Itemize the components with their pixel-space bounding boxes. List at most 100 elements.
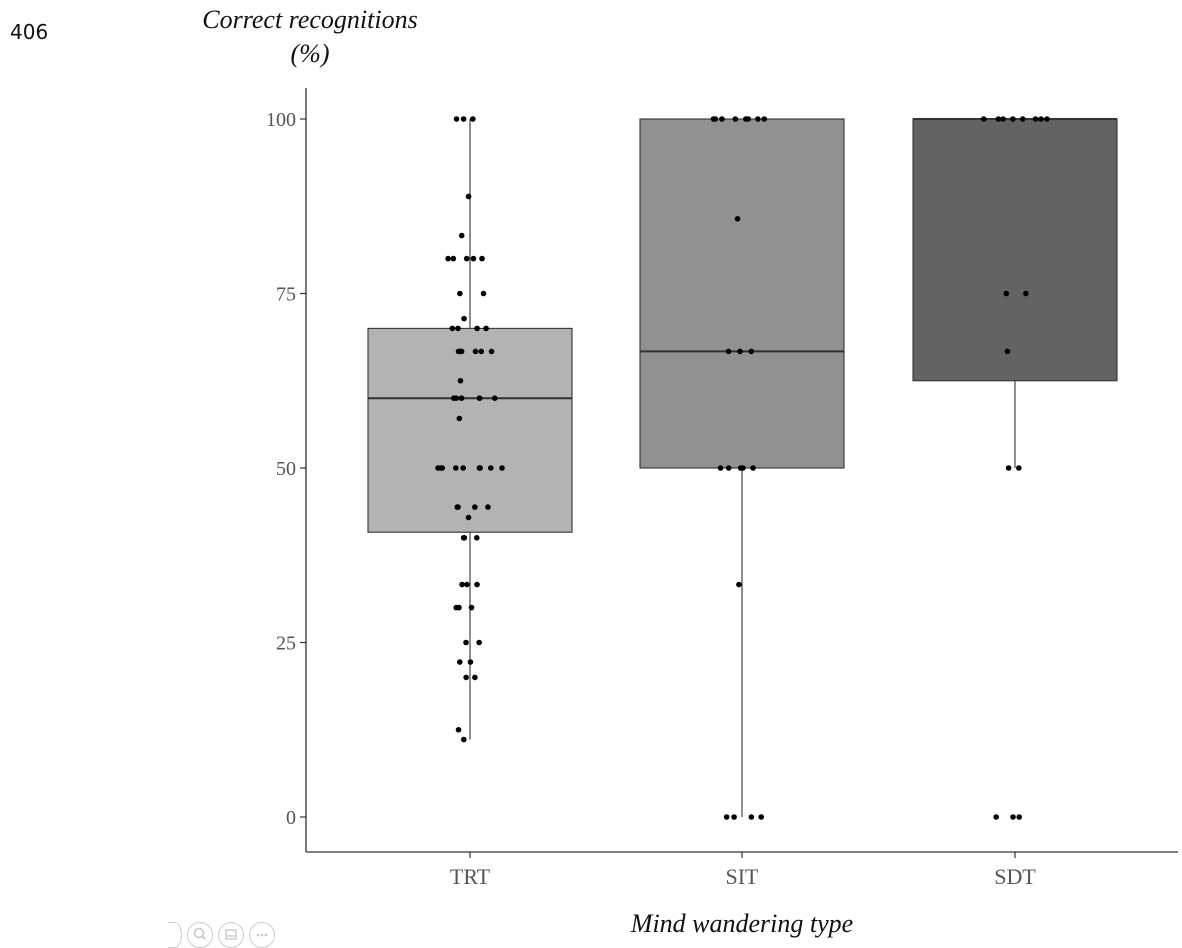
data-point	[457, 290, 463, 297]
data-point	[736, 581, 742, 588]
data-point	[472, 504, 478, 510]
data-point	[455, 726, 462, 733]
data-point	[467, 659, 474, 665]
data-point	[734, 216, 741, 222]
data-point	[1016, 465, 1022, 471]
data-point	[725, 465, 732, 471]
data-point	[455, 348, 462, 355]
data-point	[449, 325, 456, 332]
line-number: 406	[10, 20, 49, 44]
data-point	[458, 232, 465, 239]
box-group-trt	[367, 119, 573, 740]
y-axis-title-line2: (%)	[291, 39, 330, 68]
boxes-layer	[367, 118, 1118, 817]
data-point	[488, 348, 495, 355]
data-point	[491, 395, 498, 402]
data-point	[464, 581, 470, 588]
data-point	[748, 348, 755, 355]
data-point	[460, 465, 467, 471]
data-point	[1016, 814, 1023, 820]
data-point	[435, 465, 441, 471]
data-point	[499, 465, 505, 471]
data-point	[478, 348, 485, 355]
y-axis-title-line1: Correct recognitions	[202, 5, 417, 34]
data-point	[459, 581, 465, 588]
x-tick-label: SIT	[726, 864, 760, 889]
x-tick-label: SDT	[994, 864, 1036, 889]
data-point	[993, 814, 999, 820]
data-point	[453, 604, 460, 611]
data-point	[472, 348, 479, 355]
data-point	[995, 116, 1002, 122]
data-point	[755, 116, 761, 122]
data-point	[737, 348, 743, 355]
data-point	[463, 674, 469, 681]
data-point	[1044, 116, 1050, 122]
y-tick-label: 0	[286, 807, 296, 829]
data-point	[723, 814, 730, 820]
data-point	[1003, 290, 1010, 297]
data-point	[473, 535, 480, 541]
data-point	[470, 255, 477, 262]
present-icon[interactable]	[218, 922, 244, 948]
data-point	[455, 325, 461, 332]
data-point	[463, 639, 469, 646]
ticks-layer: 0 25 50 75 100 TRT SIT SDT	[266, 109, 1036, 889]
data-point	[710, 116, 717, 122]
data-point	[1000, 116, 1006, 122]
data-point	[745, 116, 751, 122]
data-point	[476, 395, 483, 402]
box-body	[912, 118, 1118, 382]
box-group-sdt	[912, 118, 1118, 468]
data-point	[717, 465, 724, 471]
data-point	[460, 116, 467, 122]
y-tick-label: 75	[276, 284, 296, 306]
data-point	[731, 814, 737, 820]
x-axis-title: Mind wandering type	[630, 909, 853, 938]
data-point	[479, 255, 485, 262]
points-sdt	[980, 116, 1050, 820]
data-point	[748, 814, 755, 820]
data-point	[1023, 290, 1029, 297]
points-sit	[710, 116, 768, 820]
data-point	[750, 465, 756, 471]
points-trt	[435, 116, 505, 743]
data-point	[472, 674, 478, 681]
data-point	[453, 465, 459, 471]
data-point	[761, 116, 768, 122]
data-point	[451, 395, 457, 402]
data-point	[461, 535, 468, 541]
data-point	[476, 639, 482, 646]
data-point	[456, 659, 463, 665]
data-point	[1005, 465, 1012, 471]
viewer-toolbar	[168, 916, 275, 948]
more-icon[interactable]	[249, 922, 275, 948]
y-tick-label: 25	[276, 633, 296, 655]
data-point	[980, 116, 987, 122]
box-group-sit	[639, 118, 845, 817]
y-tick-label: 100	[266, 109, 296, 131]
search-icon[interactable]	[187, 922, 213, 948]
data-point	[468, 604, 475, 611]
points-layer	[435, 116, 1050, 820]
data-point	[1010, 116, 1016, 122]
data-point	[732, 116, 739, 122]
data-point	[456, 415, 463, 422]
x-tick-label: TRT	[450, 864, 491, 889]
data-point	[480, 290, 487, 297]
partial-button-icon[interactable]	[168, 922, 182, 948]
data-point	[457, 377, 464, 384]
data-point	[461, 315, 467, 322]
data-point	[461, 736, 467, 743]
data-point	[445, 255, 451, 262]
data-point	[476, 465, 483, 471]
data-point	[470, 116, 476, 122]
data-point	[463, 255, 470, 262]
data-point	[453, 116, 460, 122]
data-point	[758, 814, 764, 820]
data-point	[450, 255, 457, 262]
data-point	[725, 348, 732, 355]
data-point	[458, 395, 465, 402]
data-point	[465, 514, 472, 521]
data-point	[485, 504, 491, 510]
